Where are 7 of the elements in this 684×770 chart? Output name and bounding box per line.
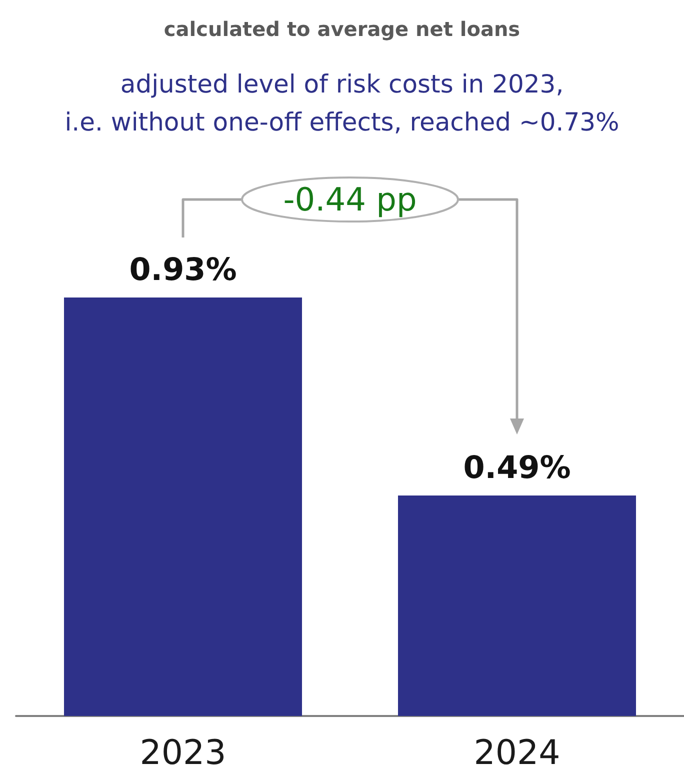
data-label: 0.49% — [463, 450, 571, 486]
x-tick-label: 2024 — [474, 733, 560, 770]
chart-subtitle: adjusted level of risk costs in 2023, i.e. without one-off effects, reached ~0.73% — [64, 70, 620, 136]
data-label: 0.93% — [129, 252, 237, 288]
x-tick-label: 2023 — [140, 733, 226, 770]
text: -0.44 pp — [283, 180, 417, 218]
chart-title: calculated to average net loans — [164, 17, 520, 41]
